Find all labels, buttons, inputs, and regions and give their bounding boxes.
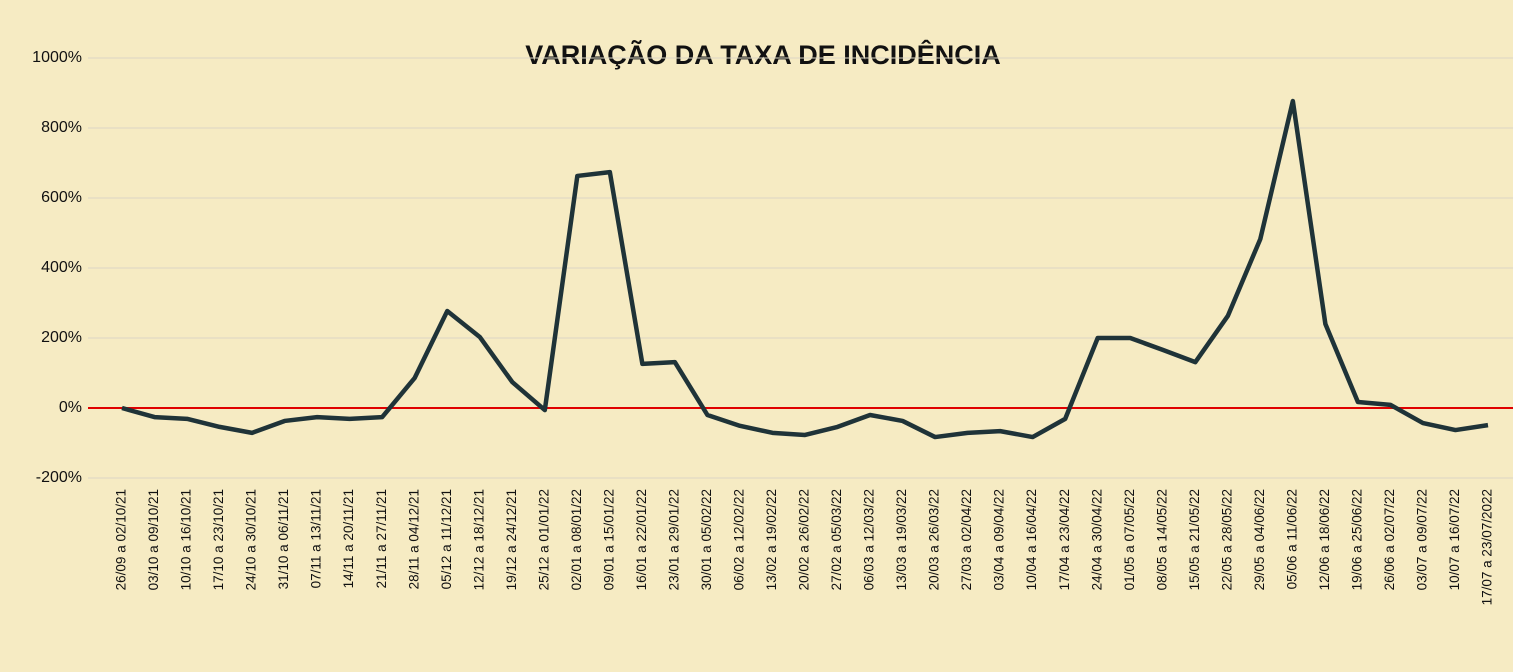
x-tick-label: 27/03 a 02/04/22 [959,489,974,590]
y-tick-label: -200% [36,469,82,486]
x-tick-label: 27/02 a 05/03/22 [829,489,844,590]
x-tick-label: 03/10 a 09/10/21 [146,489,161,590]
x-tick-label: 20/03 a 26/03/22 [927,489,942,590]
x-tick-label: 17/04 a 23/04/22 [1057,489,1072,590]
y-tick-label: 1000% [32,49,82,66]
x-tick-label: 28/11 a 04/12/21 [406,489,421,589]
x-tick-label: 01/05 a 07/05/22 [1122,489,1137,590]
x-tick-label: 17/10 a 23/10/21 [211,489,226,590]
x-tick-label: 08/05 a 14/05/22 [1154,489,1169,590]
x-tick-label: 31/10 a 06/11/21 [276,489,291,589]
x-tick-label: 23/01 a 29/01/22 [666,489,681,590]
x-tick-label: 24/10 a 30/10/21 [244,489,259,590]
x-tick-label: 10/04 a 16/04/22 [1024,489,1039,590]
x-tick-label: 10/07 a 16/07/22 [1447,489,1462,590]
x-tick-label: 05/12 a 11/12/21 [439,489,454,589]
x-tick-label: 03/04 a 09/04/22 [992,489,1007,590]
x-tick-label: 30/01 a 05/02/22 [699,489,714,590]
x-tick-label: 12/12 a 18/12/21 [471,489,486,590]
x-tick-label: 15/05 a 21/05/22 [1187,489,1202,590]
x-tick-label: 05/06 a 11/06/22 [1284,489,1299,589]
chart-title: VARIAÇÃO DA TAXA DE INCIDÊNCIA [525,39,1001,70]
y-tick-label: 0% [59,399,82,416]
x-tick-label: 09/01 a 15/01/22 [601,489,616,590]
x-tick-label: 14/11 a 20/11/21 [341,489,356,588]
x-tick-label: 29/05 a 04/06/22 [1252,489,1267,590]
x-tick-label: 20/02 a 26/02/22 [797,489,812,590]
x-tick-label: 12/06 a 18/06/22 [1317,489,1332,590]
x-tick-label: 02/01 a 08/01/22 [569,489,584,590]
x-tick-label: 16/01 a 22/01/22 [634,489,649,590]
data-line [121,98,1489,440]
x-tick-label: 06/02 a 12/02/22 [732,489,747,590]
x-tick-label: 06/03 a 12/03/22 [862,489,877,590]
x-tick-label: 03/07 a 09/07/22 [1415,489,1430,590]
y-tick-label: 200% [41,329,82,346]
x-tick-label: 22/05 a 28/05/22 [1219,489,1234,590]
x-tick-label: 26/06 a 02/07/22 [1382,489,1397,590]
y-tick-label: 400% [41,259,82,276]
x-tick-label: 17/07 a 23/07/2022 [1480,489,1495,605]
x-tick-label: 25/12 a 01/01/22 [536,489,551,590]
y-tick-label: 800% [41,119,82,136]
x-tick-label: 13/02 a 19/02/22 [764,489,779,590]
x-tick-label: 13/03 a 19/03/22 [894,489,909,590]
x-tick-label: 19/12 a 24/12/21 [504,489,519,590]
x-tick-label: 21/11 a 27/11/21 [374,489,389,588]
x-tick-label: 07/11 a 13/11/21 [309,489,324,588]
y-tick-label: 600% [41,189,82,206]
x-tick-label: 19/06 a 25/06/22 [1349,489,1364,590]
x-tick-label: 26/09 a 02/10/21 [114,489,129,590]
x-tick-label: 10/10 a 16/10/21 [179,489,194,590]
x-tick-label: 24/04 a 30/04/22 [1089,489,1104,590]
